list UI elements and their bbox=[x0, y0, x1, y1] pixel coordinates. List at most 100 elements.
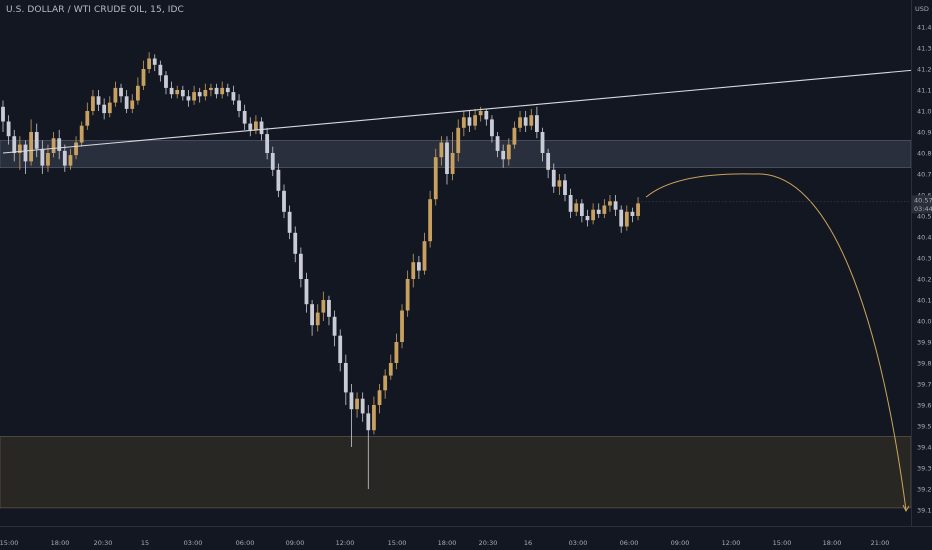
candle-body[interactable] bbox=[17, 144, 22, 153]
candle-body[interactable] bbox=[557, 180, 562, 187]
candle-body[interactable] bbox=[563, 180, 567, 195]
candle-body[interactable] bbox=[282, 190, 286, 212]
candle-body[interactable] bbox=[523, 117, 528, 126]
candle-body[interactable] bbox=[231, 92, 236, 101]
candle-body[interactable] bbox=[96, 96, 101, 105]
candle-body[interactable] bbox=[102, 104, 107, 114]
candle-body[interactable] bbox=[602, 205, 607, 214]
candle-body[interactable] bbox=[411, 262, 416, 279]
candle-body[interactable] bbox=[214, 87, 219, 95]
candle-body[interactable] bbox=[265, 134, 270, 153]
candle-body[interactable] bbox=[366, 413, 371, 431]
candle-body[interactable] bbox=[596, 209, 601, 214]
candle-body[interactable] bbox=[321, 300, 326, 313]
candle-body[interactable] bbox=[57, 138, 62, 151]
candle-body[interactable] bbox=[242, 111, 247, 124]
candle-body[interactable] bbox=[304, 279, 309, 305]
candle-body[interactable] bbox=[546, 153, 551, 170]
candle-body[interactable] bbox=[630, 211, 635, 216]
candle-body[interactable] bbox=[40, 148, 45, 166]
candle-body[interactable] bbox=[478, 111, 483, 116]
candle-body[interactable] bbox=[169, 87, 174, 95]
candle-body[interactable] bbox=[405, 279, 410, 311]
candle-body[interactable] bbox=[74, 142, 78, 156]
candle-body[interactable] bbox=[23, 144, 28, 162]
candle-body[interactable] bbox=[135, 85, 140, 101]
candle-body[interactable] bbox=[119, 87, 123, 97]
candle-body[interactable] bbox=[203, 90, 208, 97]
candle-body[interactable] bbox=[377, 390, 382, 405]
candle-body[interactable] bbox=[29, 132, 33, 162]
candle-body[interactable] bbox=[360, 398, 365, 414]
candle-body[interactable] bbox=[568, 195, 573, 212]
candle-body[interactable] bbox=[450, 153, 455, 174]
candle-body[interactable] bbox=[141, 69, 146, 86]
candle-body[interactable] bbox=[388, 363, 393, 376]
candle-body[interactable] bbox=[416, 262, 421, 271]
candle-body[interactable] bbox=[551, 169, 556, 187]
candle-body[interactable] bbox=[383, 375, 388, 391]
candle-body[interactable] bbox=[1, 106, 5, 122]
candle-body[interactable] bbox=[6, 121, 11, 137]
candle-body[interactable] bbox=[248, 123, 253, 130]
candle-body[interactable] bbox=[287, 211, 292, 233]
candle-body[interactable] bbox=[512, 127, 517, 145]
candle-body[interactable] bbox=[591, 209, 595, 221]
candle-body[interactable] bbox=[445, 142, 449, 175]
candle-body[interactable] bbox=[276, 169, 281, 191]
candle-body[interactable] bbox=[113, 87, 118, 103]
candle-body[interactable] bbox=[152, 58, 157, 65]
candle-body[interactable] bbox=[209, 87, 213, 90]
candle-body[interactable] bbox=[225, 87, 230, 93]
candle-body[interactable] bbox=[254, 121, 258, 130]
candle-body[interactable] bbox=[574, 203, 579, 212]
candle-body[interactable] bbox=[608, 201, 612, 206]
candle-body[interactable] bbox=[585, 216, 590, 221]
candle-body[interactable] bbox=[315, 312, 320, 326]
candle-body[interactable] bbox=[91, 96, 95, 111]
candle-body[interactable] bbox=[540, 132, 545, 153]
candle-body[interactable] bbox=[355, 398, 359, 410]
candle-body[interactable] bbox=[186, 96, 191, 101]
candle-body[interactable] bbox=[237, 100, 241, 112]
candle-body[interactable] bbox=[310, 304, 314, 326]
candle-body[interactable] bbox=[46, 153, 50, 166]
candle-body[interactable] bbox=[85, 111, 90, 126]
candle-body[interactable] bbox=[535, 115, 539, 132]
candle-body[interactable] bbox=[579, 203, 584, 216]
candle-body[interactable] bbox=[400, 310, 404, 343]
candle-body[interactable] bbox=[298, 253, 303, 279]
candle-body[interactable] bbox=[107, 102, 112, 114]
candle-body[interactable] bbox=[529, 115, 534, 126]
resistance-zone[interactable] bbox=[0, 140, 912, 168]
candle-body[interactable] bbox=[433, 157, 438, 200]
candle-body[interactable] bbox=[259, 121, 264, 135]
candle-body[interactable] bbox=[197, 92, 202, 97]
candle-body[interactable] bbox=[518, 117, 522, 128]
candle-body[interactable] bbox=[636, 203, 640, 216]
candle-body[interactable] bbox=[624, 211, 629, 227]
candle-body[interactable] bbox=[124, 96, 129, 109]
candle-body[interactable] bbox=[68, 155, 73, 166]
candle-body[interactable] bbox=[613, 201, 618, 210]
candle-body[interactable] bbox=[372, 405, 376, 431]
candle-body[interactable] bbox=[439, 142, 444, 158]
candle-body[interactable] bbox=[34, 132, 39, 149]
candle-body[interactable] bbox=[293, 232, 298, 254]
candle-body[interactable] bbox=[12, 136, 17, 153]
candle-body[interactable] bbox=[506, 144, 511, 160]
candle-body[interactable] bbox=[428, 199, 433, 242]
candle-body[interactable] bbox=[349, 392, 354, 410]
candle-body[interactable] bbox=[461, 117, 466, 128]
candle-body[interactable] bbox=[62, 150, 67, 166]
candle-body[interactable] bbox=[164, 75, 168, 88]
last-price-badge[interactable] bbox=[912, 195, 932, 214]
candle-body[interactable] bbox=[467, 117, 472, 126]
candle-body[interactable] bbox=[338, 335, 343, 363]
candle-body[interactable] bbox=[394, 342, 399, 363]
candle-body[interactable] bbox=[51, 138, 56, 153]
trendline[interactable] bbox=[2, 69, 912, 154]
candle-body[interactable] bbox=[327, 300, 331, 317]
candle-body[interactable] bbox=[490, 119, 494, 137]
